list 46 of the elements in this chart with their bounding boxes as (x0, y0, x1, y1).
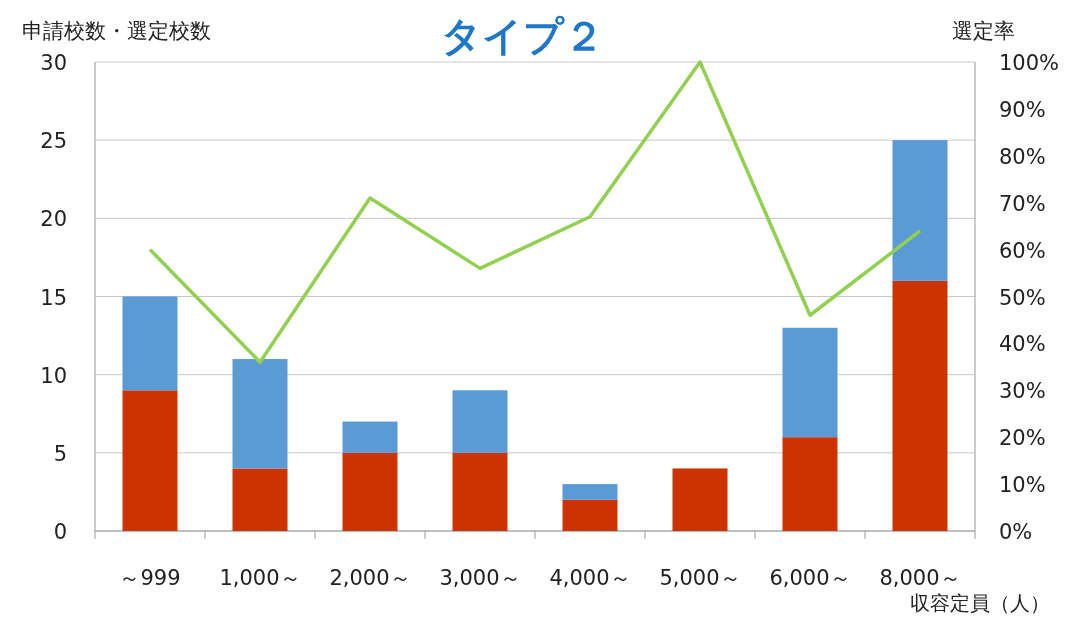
bar (562, 484, 618, 500)
line-series (148, 60, 922, 364)
x-tick-label: 3,000～ (439, 566, 521, 590)
chart-title: タイプ２ (440, 13, 604, 59)
bar (232, 359, 288, 469)
bar (122, 390, 178, 531)
bar (672, 468, 728, 531)
y2-tick-label: 30% (999, 379, 1046, 404)
bar (342, 421, 398, 453)
x-tick-label: 5,000～ (659, 566, 741, 590)
x-tick-label: 2,000～ (329, 566, 411, 590)
bar (452, 390, 508, 453)
y2-tick-label: 100% (999, 51, 1060, 75)
y2-tick-label: 10% (999, 473, 1046, 498)
y2-tick-label: 50% (999, 285, 1046, 310)
bar (232, 468, 288, 531)
y2-tick-label: 80% (999, 144, 1046, 169)
x-tick-label: 4,000～ (549, 566, 631, 590)
x-tick-label: 1,000～ (219, 566, 301, 590)
bar (892, 140, 948, 281)
bar (562, 499, 618, 531)
y2-tick-label: 70% (999, 191, 1046, 216)
y-tick-label: 10 (40, 363, 67, 388)
y-tick-label: 15 (40, 285, 67, 310)
y-axis-title: 申請校数・選定校数 (22, 19, 211, 43)
bar (892, 280, 948, 531)
bar (452, 452, 508, 531)
y-tick-label: 5 (53, 441, 67, 466)
y2-tick-label: 60% (999, 238, 1046, 263)
y-tick-label: 0 (53, 520, 67, 544)
y2-tick-label: 20% (999, 426, 1046, 451)
y2-axis-title: 選定率 (952, 19, 1015, 43)
bar (782, 437, 838, 531)
bar (122, 296, 178, 391)
y2-tick-label: 90% (999, 97, 1046, 122)
y-tick-label: 25 (40, 129, 67, 154)
y2-tick-label: 0% (999, 520, 1033, 544)
bar (782, 327, 838, 438)
x-tick-label: 6,000～ (769, 566, 851, 590)
y-tick-label: 30 (40, 51, 67, 75)
x-tick-label: ～999 (119, 566, 181, 590)
bar (342, 452, 398, 531)
y-tick-label: 20 (40, 207, 67, 232)
x-tick-label: 8,000～ (879, 566, 961, 590)
y2-tick-label: 40% (999, 332, 1046, 357)
x-axis-title: 収容定員（人） (910, 591, 1050, 615)
